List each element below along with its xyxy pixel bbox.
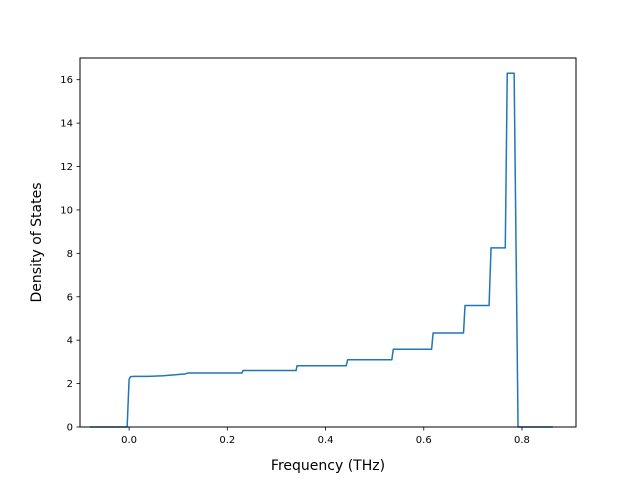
y-tick-label: 2: [67, 379, 73, 390]
y-tick-label: 0: [67, 423, 73, 434]
y-tick-label: 8: [67, 249, 73, 260]
y-tick-label: 10: [60, 205, 73, 216]
x-tick-label: 0.6: [416, 435, 432, 446]
x-tick-label: 0.4: [318, 435, 334, 446]
x-tick-label: 0.0: [121, 435, 137, 446]
x-tick-label: 0.8: [514, 435, 530, 446]
y-tick-label: 12: [60, 162, 73, 173]
y-axis-label: Density of States: [29, 183, 45, 303]
y-axis-ticks: 0 2 4 6 8 10 12 14 16: [60, 75, 80, 434]
plot-area: [89, 72, 553, 428]
axes-frame: [79, 57, 577, 428]
y-tick-label: 6: [67, 292, 73, 303]
y-tick-label: 16: [60, 75, 73, 86]
x-axis-label: Frequency (THz): [271, 458, 385, 474]
y-tick-label: 14: [60, 119, 73, 130]
y-tick-label: 4: [67, 336, 73, 347]
x-tick-label: 0.2: [219, 435, 235, 446]
dos-series-line: [89, 72, 553, 428]
x-axis-ticks: 0.0 0.2 0.4 0.6 0.8: [121, 427, 530, 446]
